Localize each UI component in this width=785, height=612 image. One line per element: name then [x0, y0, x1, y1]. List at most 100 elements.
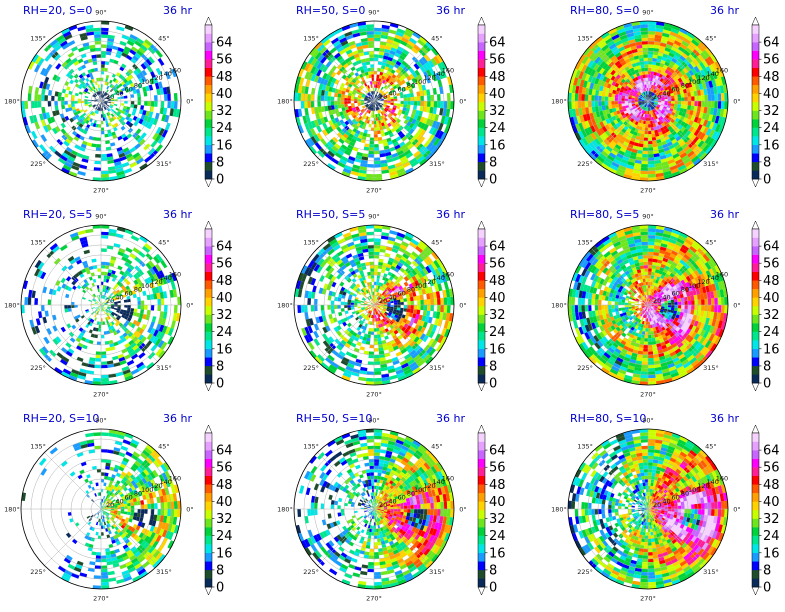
radial-tick-label: 80	[134, 286, 142, 294]
polar-panel: RH=50, S=5 36 hr 0° 45° 90° 135° 180° 225° 270° 3…	[277, 208, 505, 398]
polar-panel: RH=80, S=10 36 hr 0° 45° 90° 135° 180° 225° 270°…	[551, 412, 779, 602]
colorbar-segment	[478, 288, 485, 298]
colorbar-segment	[478, 127, 485, 137]
colorbar-tick-label: 48	[216, 274, 233, 289]
colorbar-extend-max	[751, 220, 760, 230]
colorbar-segment	[205, 510, 212, 519]
colorbar-tick-label: 0	[489, 581, 497, 596]
colorbar-segment	[478, 544, 485, 553]
colorbar-segment	[205, 331, 212, 341]
colorbar-tick-label: 16	[763, 546, 780, 561]
colorbar-segment	[205, 67, 212, 77]
colorbar-segment	[478, 433, 485, 442]
colorbar-segment	[205, 544, 212, 553]
colorbar-segment	[205, 552, 212, 562]
colorbar-segment	[752, 42, 759, 51]
panel-title: RH=50, S=0	[296, 4, 365, 17]
radial-tick-label: 20	[379, 93, 387, 101]
radial-tick-label: 100	[688, 486, 700, 494]
angle-tick-label: 90°	[95, 8, 107, 16]
angle-tick-label: 0°	[186, 505, 193, 513]
angle-tick-label: 270°	[640, 594, 656, 602]
colorbar-segment	[752, 170, 759, 180]
polar-grid	[567, 428, 729, 590]
colorbar-segment	[205, 170, 212, 180]
angle-tick-label: 135°	[30, 442, 46, 450]
radial-tick-label: 80	[407, 490, 415, 498]
angle-tick-label: 225°	[303, 568, 319, 576]
colorbar-extend-min	[477, 382, 486, 392]
radial-tick-label: 140	[706, 274, 718, 282]
colorbar-tick-label: 8	[489, 155, 497, 170]
angle-tick-label: 90°	[642, 212, 654, 220]
colorbar-segment	[205, 84, 212, 94]
colorbar-tick-label: 24	[763, 121, 780, 136]
polar-frame	[293, 224, 455, 386]
radial-tick-label: 40	[388, 497, 396, 505]
angle-tick-label: 0°	[733, 301, 740, 309]
colorbar-segment	[752, 433, 759, 442]
colorbar-segment	[205, 433, 212, 442]
colorbar-tick-label: 16	[489, 138, 506, 153]
angle-tick-label: 0°	[186, 97, 193, 105]
angle-tick-label: 225°	[577, 160, 593, 168]
colorbar-segment	[478, 467, 485, 476]
colorbar-tick-label: 24	[216, 121, 233, 136]
panel-title: RH=50, S=5	[296, 208, 365, 221]
angle-tick-label: 180°	[551, 97, 567, 105]
colorbar-segment	[205, 50, 212, 60]
radial-tick-label: 60	[672, 494, 680, 502]
colorbar-segment	[752, 237, 759, 247]
colorbar-extend-min	[751, 586, 760, 596]
colorbar-tick-label: 48	[489, 478, 506, 493]
colorbar-tick-label: 0	[216, 173, 224, 188]
colorbar-tick-label: 32	[216, 308, 233, 323]
angle-tick-label: 90°	[642, 416, 654, 424]
angle-tick-label: 90°	[368, 8, 380, 16]
angle-tick-label: 180°	[277, 301, 293, 309]
radial-tick-label: 60	[125, 86, 133, 94]
radial-tick-label: 100	[688, 78, 700, 86]
colorbar-segment	[205, 76, 212, 86]
polar-panel: RH=20, S=0 36 hr 0° 45° 90° 135° 180° 225° 270° 3…	[4, 4, 232, 194]
colorbar-segment	[478, 110, 485, 120]
polar-frame	[567, 20, 729, 182]
radial-tick-label: 60	[125, 290, 133, 298]
colorbar-tick-label: 48	[216, 478, 233, 493]
angle-tick-label: 90°	[95, 416, 107, 424]
polar-grid	[293, 428, 455, 590]
colorbar-segment	[478, 102, 485, 111]
radial-tick-label: 20	[653, 501, 661, 509]
angle-tick-label: 225°	[303, 364, 319, 372]
colorbar-tick-label: 48	[763, 274, 780, 289]
colorbar-segment	[752, 297, 759, 307]
angle-tick-label: 180°	[4, 505, 20, 513]
colorbar-tick-label: 64	[763, 240, 780, 255]
polar-panel: RH=20, S=5 36 hr 0° 45° 90° 135° 180° 225° 270° 3…	[4, 208, 232, 398]
polar-frame	[293, 428, 455, 590]
colorbar-segment	[478, 475, 485, 485]
colorbar-segment	[752, 467, 759, 476]
colorbar-segment	[752, 263, 759, 272]
colorbar-segment	[205, 527, 212, 536]
polar-frame	[20, 428, 182, 590]
radial-tick-label: 120	[697, 74, 709, 82]
colorbar-tick-label: 16	[216, 138, 233, 153]
colorbar-tick-label: 16	[216, 342, 233, 357]
colorbar-tick-label: 48	[763, 478, 780, 493]
colorbar-segment	[478, 67, 485, 77]
colorbar-tick-label: 8	[763, 155, 771, 170]
colorbar-extend-min	[751, 382, 760, 392]
colorbar-segment	[752, 441, 759, 451]
colorbar-segment	[752, 119, 759, 128]
colorbar-segment	[205, 374, 212, 384]
colorbar-tick-label: 8	[763, 359, 771, 374]
radial-tick-label: 80	[681, 82, 689, 90]
colorbar-tick-label: 56	[489, 461, 506, 476]
colorbar-tick-label: 16	[489, 342, 506, 357]
colorbar-extend-max	[204, 424, 213, 434]
colorbar-tick-label: 24	[763, 529, 780, 544]
radial-tick-label: 60	[672, 290, 680, 298]
colorbar-segment	[752, 144, 759, 154]
